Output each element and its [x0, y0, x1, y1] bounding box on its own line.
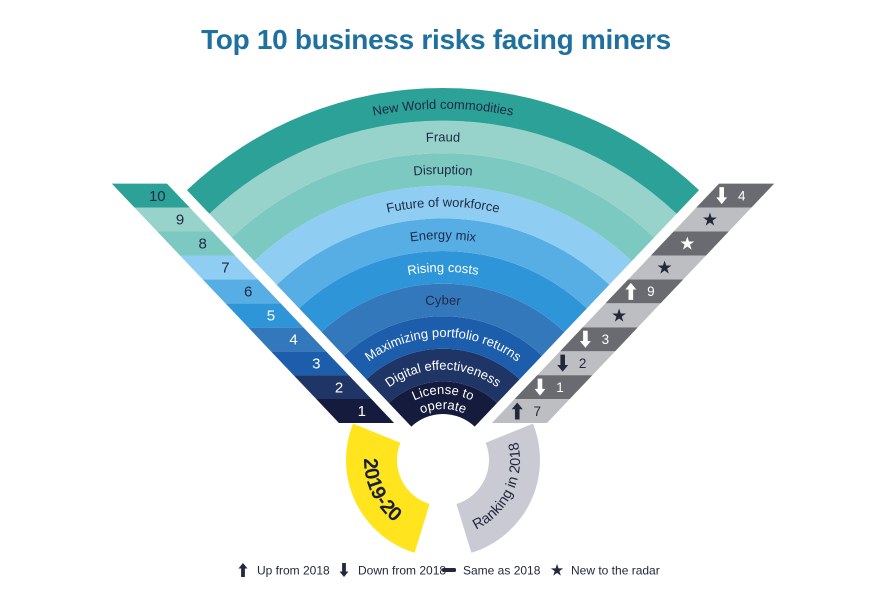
change-cell-7 [628, 255, 707, 280]
star-icon: ★ [550, 563, 564, 580]
legend-label: Down from 2018 [358, 564, 446, 578]
change-cell-3 [537, 351, 616, 376]
band-rank-5 [299, 250, 587, 333]
band-rank-7 [254, 185, 632, 285]
up-arrow-icon [511, 402, 523, 420]
band-rank-4 [321, 283, 565, 356]
rank-number: 7 [221, 260, 229, 277]
band-label: New World commodities [371, 97, 515, 119]
star-icon: ★ [702, 210, 718, 230]
band-label: Fraud [426, 129, 461, 144]
rank-cell-4 [248, 327, 326, 352]
legend-label: Up from 2018 [257, 564, 330, 578]
rank-number: 9 [176, 212, 184, 229]
band-label-text: Cyber [425, 292, 462, 308]
down-arrow-icon [579, 330, 591, 348]
legend: Up from 2018 Down from 2018 Same as 2018 ★ N… [238, 563, 660, 580]
star-icon: ★ [679, 233, 695, 253]
rank-number: 6 [244, 284, 252, 301]
change-rank-number: 9 [647, 284, 655, 299]
band-label-text: Fraud [426, 129, 461, 144]
down-arrow-icon [534, 378, 546, 396]
rank-cell-5 [225, 303, 304, 328]
axis-2019-20-arc [345, 423, 430, 553]
rank-cell-7 [179, 255, 258, 280]
rank-number: 5 [267, 307, 275, 324]
rank-number: 3 [312, 355, 320, 372]
band-label: Rising costs [406, 260, 480, 278]
band-rank-9 [209, 120, 677, 238]
band-label-text: Future of workforce [385, 195, 501, 216]
band-label: Cyber [425, 292, 462, 308]
rank-number: 2 [335, 379, 343, 396]
change-rank-number: 7 [534, 404, 542, 419]
rank-number: 8 [199, 236, 207, 253]
change-rank-number: 1 [556, 380, 564, 395]
band-label-text: Disruption [413, 162, 474, 178]
band-label: Energy mix [409, 227, 478, 244]
band-label-text: New World commodities [371, 97, 515, 119]
change-cell-2 [514, 375, 593, 400]
change-cell-6 [605, 279, 684, 304]
rank-cell-9 [134, 207, 213, 232]
axis-2018-arc [456, 423, 541, 553]
band-rank-2 [366, 348, 520, 403]
star-icon: ★ [656, 257, 672, 277]
band-rank-10 [186, 87, 700, 214]
band-label-text: Rising costs [406, 260, 480, 278]
change-rank-number: 3 [602, 332, 610, 347]
rank-cell-6 [202, 279, 281, 304]
rank-number: 4 [289, 331, 297, 348]
page-title: Top 10 business risks facing miners [201, 24, 671, 55]
up-arrow-icon [625, 282, 637, 300]
change-rank-number: 2 [579, 356, 587, 371]
band-label: Future of workforce [385, 195, 501, 216]
down-arrow-icon [339, 563, 349, 577]
change-cell-1 [491, 399, 570, 423]
band-label: Disruption [413, 162, 474, 178]
dash-icon [442, 568, 456, 572]
band-rank-1 [388, 381, 498, 427]
down-arrow-icon [716, 187, 728, 205]
change-cell-9 [673, 207, 752, 232]
down-arrow-icon [557, 354, 569, 372]
rank-cell-2 [293, 375, 372, 400]
rank-cell-3 [270, 351, 349, 376]
star-icon: ★ [611, 305, 627, 325]
change-cell-5 [582, 303, 661, 328]
band-rank-3 [344, 316, 542, 380]
change-cell-4 [560, 327, 638, 352]
up-arrow-icon [238, 563, 248, 577]
rank-number: 1 [358, 403, 366, 420]
rank-cell-10 [111, 183, 190, 208]
rank-number: 10 [149, 188, 166, 205]
rank-cell-1 [316, 399, 395, 423]
band-rank-6 [276, 218, 610, 309]
change-rank-number: 4 [738, 188, 746, 203]
legend-label: Same as 2018 [463, 564, 541, 578]
legend-label: New to the radar [571, 564, 660, 578]
band-rank-8 [231, 153, 655, 262]
change-cell-10 [696, 183, 775, 208]
change-cell-8 [650, 231, 729, 256]
rank-cell-8 [157, 231, 236, 256]
band-label-text: Energy mix [409, 227, 478, 244]
